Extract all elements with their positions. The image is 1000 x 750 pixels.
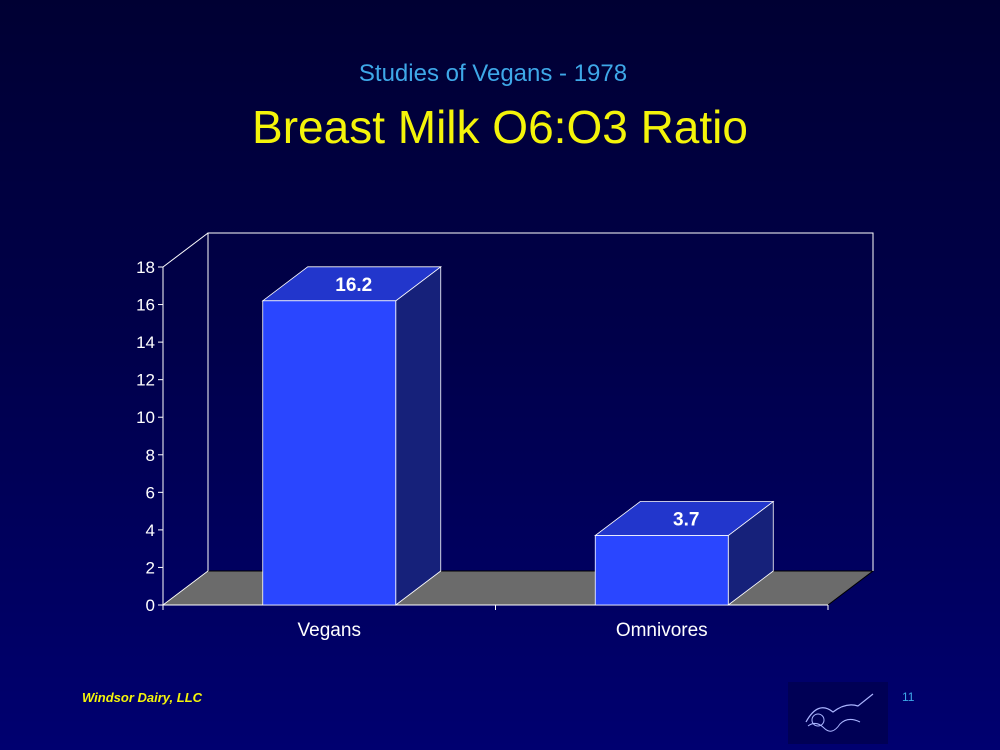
labels: 16.2 Vegans 3.7 Omnivores xyxy=(298,275,708,641)
chart-side-edge xyxy=(162,232,209,268)
y-tick-label: 12 xyxy=(136,371,155,390)
bar-omnivores xyxy=(594,500,775,606)
y-tick-label: 8 xyxy=(146,446,155,465)
page-number: 11 xyxy=(902,690,915,704)
bar-front xyxy=(262,300,397,606)
data-label: 3.7 xyxy=(673,510,699,531)
company-logo xyxy=(788,682,888,744)
bar-vegans xyxy=(261,265,442,606)
bar-front xyxy=(594,535,729,606)
y-tick-label: 14 xyxy=(136,333,155,352)
bars xyxy=(261,265,775,606)
slide-title: Breast Milk O6:O3 Ratio xyxy=(252,101,748,153)
bar-side xyxy=(395,265,442,606)
y-tick-label: 6 xyxy=(146,483,155,502)
y-tick-label: 10 xyxy=(136,408,155,427)
footer-company: Windsor Dairy, LLC xyxy=(82,690,203,705)
data-label: 16.2 xyxy=(335,275,372,296)
y-tick-label: 2 xyxy=(146,558,155,577)
y-tick-label: 16 xyxy=(136,296,155,315)
y-tick-label: 18 xyxy=(136,258,155,277)
chart-floor-edge xyxy=(162,570,209,606)
slide-subtitle: Studies of Vegans - 1978 xyxy=(358,60,628,87)
chart-back-wall xyxy=(207,232,874,571)
y-tick-label: 0 xyxy=(146,596,155,615)
y-tick-label: 4 xyxy=(146,521,155,540)
x-tick-label: Omnivores xyxy=(616,620,708,641)
logo-icon xyxy=(805,693,874,732)
x-tick-label: Vegans xyxy=(298,620,361,641)
